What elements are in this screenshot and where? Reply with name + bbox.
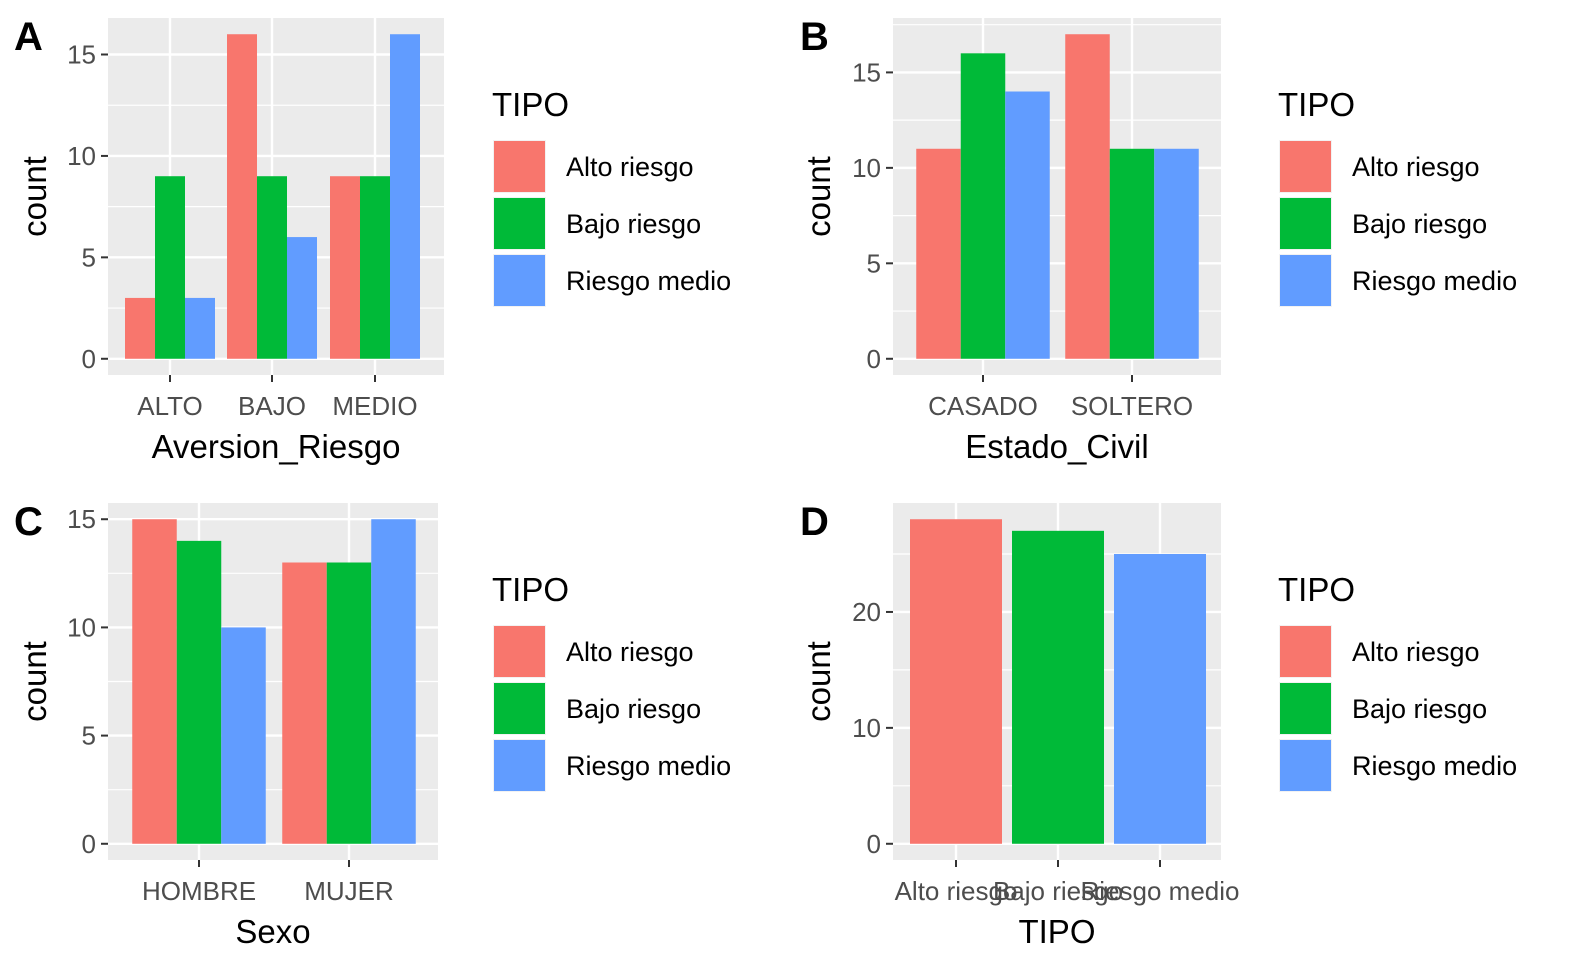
- y-tick-label: 15: [67, 40, 96, 70]
- legend-key: [494, 683, 545, 734]
- bar: [910, 519, 1002, 844]
- bar: [960, 53, 1006, 359]
- bar: [155, 176, 185, 359]
- y-tick-label: 15: [67, 504, 96, 534]
- legend-key: [494, 740, 545, 791]
- bar: [282, 562, 327, 844]
- legend-title: TIPO: [492, 86, 569, 123]
- bar: [176, 540, 222, 844]
- y-tick-label: 0: [82, 344, 96, 374]
- legend-label: Riesgo medio: [1352, 751, 1517, 781]
- bar: [371, 519, 416, 844]
- y-tick-label: 0: [867, 829, 881, 859]
- x-tick-label: MUJER: [304, 876, 394, 906]
- bar: [185, 297, 215, 359]
- x-tick-label: BAJO: [238, 391, 306, 421]
- x-tick-label: MEDIO: [332, 391, 417, 421]
- x-tick-label: Riesgo medio: [1081, 876, 1240, 906]
- bar: [1012, 530, 1104, 844]
- legend-label: Bajo riesgo: [1352, 209, 1487, 239]
- legend-label: Riesgo medio: [1352, 266, 1517, 296]
- panel-b: 0 5 10 15 CASADO SOLTERO Estado_Civil count B TIP…: [800, 15, 1517, 465]
- panel-tag: C: [14, 500, 43, 544]
- legend-label: Riesgo medio: [566, 266, 731, 296]
- legend-key: [1280, 255, 1331, 306]
- y-tick-label: 5: [867, 248, 881, 278]
- bar: [132, 519, 177, 844]
- bar: [221, 627, 266, 844]
- bar: [1005, 91, 1050, 359]
- legend-title: TIPO: [1278, 86, 1355, 123]
- legend-title: TIPO: [492, 571, 569, 608]
- x-tick-label: HOMBRE: [142, 876, 256, 906]
- y-tick-label: 5: [82, 242, 96, 272]
- legend: TIPO Alto riesgo Bajo riesgo Riesgo medio: [1278, 571, 1517, 792]
- legend: TIPO Alto riesgo Bajo riesgo Riesgo medio: [1278, 86, 1517, 307]
- y-tick-label: 10: [852, 153, 881, 183]
- y-axis-title: count: [800, 156, 837, 237]
- y-tick-label: 0: [867, 344, 881, 374]
- bar: [1114, 554, 1206, 844]
- bar: [287, 237, 317, 359]
- legend: TIPO Alto riesgo Bajo riesgo Riesgo medio: [492, 571, 731, 792]
- x-axis-title: TIPO: [1018, 913, 1095, 950]
- y-tick-label: 10: [67, 612, 96, 642]
- y-tick-label: 20: [852, 597, 881, 627]
- y-tick-label: 5: [82, 721, 96, 751]
- x-tick-label: SOLTERO: [1071, 391, 1193, 421]
- x-tick-label: Bajo riesgo: [993, 876, 1123, 906]
- x-axis-title: Estado_Civil: [965, 428, 1148, 465]
- x-tick-label: CASADO: [928, 391, 1038, 421]
- legend-key: [494, 255, 545, 306]
- bar: [326, 562, 372, 844]
- legend-key: [494, 141, 545, 192]
- bar: [360, 176, 390, 359]
- panel-c: 0 5 10 15 HOMBRE MUJER Sexo count C TIPO Alto ries…: [14, 500, 731, 950]
- bar: [257, 176, 287, 359]
- legend-key: [1280, 141, 1331, 192]
- bar: [390, 34, 420, 359]
- bar: [1065, 34, 1110, 359]
- bar: [227, 34, 257, 359]
- x-axis-title: Sexo: [235, 913, 310, 950]
- bar: [1109, 148, 1155, 359]
- y-axis-title: count: [16, 156, 53, 237]
- legend-key: [1280, 683, 1331, 734]
- panel-a: 0 5 10 15 ALTO BAJO MEDIO Aversion_Riesgo count A…: [14, 15, 731, 465]
- legend-key: [1280, 198, 1331, 249]
- legend-label: Bajo riesgo: [566, 209, 701, 239]
- panel-tag: D: [800, 500, 829, 544]
- legend-key: [1280, 740, 1331, 791]
- legend-key: [1280, 626, 1331, 677]
- legend-label: Bajo riesgo: [1352, 694, 1487, 724]
- y-tick-label: 10: [67, 141, 96, 171]
- x-tick-label: Alto riesgo: [895, 876, 1018, 906]
- legend-label: Riesgo medio: [566, 751, 731, 781]
- bar: [125, 297, 155, 359]
- y-tick-label: 15: [852, 57, 881, 87]
- legend-key: [494, 198, 545, 249]
- bar: [916, 148, 961, 359]
- y-axis-title: count: [800, 641, 837, 722]
- legend: TIPO Alto riesgo Bajo riesgo Riesgo medio: [492, 86, 731, 307]
- bar: [1154, 148, 1199, 359]
- y-tick-label: 10: [852, 713, 881, 743]
- legend-label: Bajo riesgo: [566, 694, 701, 724]
- panel-tag: B: [800, 15, 829, 59]
- bar: [330, 176, 360, 359]
- y-tick-label: 0: [82, 829, 96, 859]
- legend-title: TIPO: [1278, 571, 1355, 608]
- legend-label: Alto riesgo: [1352, 152, 1480, 182]
- x-axis-title: Aversion_Riesgo: [152, 428, 401, 465]
- y-axis-title: count: [16, 641, 53, 722]
- legend-key: [494, 626, 545, 677]
- legend-label: Alto riesgo: [566, 152, 694, 182]
- x-tick-label: ALTO: [137, 391, 203, 421]
- panel-tag: A: [14, 15, 43, 59]
- legend-label: Alto riesgo: [1352, 637, 1480, 667]
- legend-label: Alto riesgo: [566, 637, 694, 667]
